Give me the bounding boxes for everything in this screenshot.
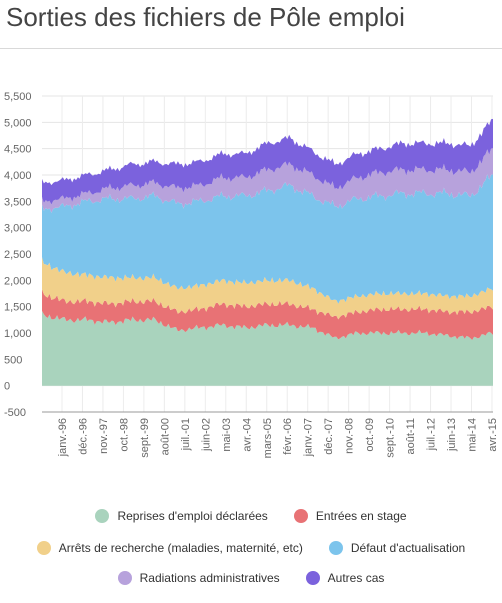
y-tick-label: 2,500 — [4, 249, 32, 261]
x-tick-label: juil.-01 — [180, 418, 192, 451]
y-tick-label: 4,500 — [4, 144, 32, 156]
legend-label: Autres cas — [327, 571, 385, 585]
legend-label: Radiations administratives — [139, 571, 280, 585]
x-tick-label: nov.-97 — [98, 418, 110, 454]
x-tick-label: févr.-06 — [282, 418, 294, 455]
legend-swatch — [328, 541, 343, 555]
legend-label: Arrêts de recherche (maladies, maternité… — [58, 541, 303, 555]
area-radiations — [42, 148, 493, 213]
area-entrees — [42, 289, 493, 340]
legend-label: Entrées en stage — [315, 509, 407, 523]
legend-row-3: Radiations administratives Autres cas — [0, 571, 502, 585]
area-arrets — [42, 257, 493, 320]
x-tick-label: mai-14 — [467, 418, 479, 452]
legend-swatch — [36, 541, 51, 555]
legend-item-reprises[interactable]: Reprises d'emploi déclarées — [95, 509, 268, 523]
y-tick-label: 5,500 — [4, 91, 32, 103]
y-tick-label: 5,000 — [4, 117, 32, 129]
chart-area: 5,500 5,000 4,500 4,000 3,500 3,000 2,500 2,000… — [4, 91, 499, 458]
y-tick-label: -500 — [4, 407, 26, 419]
legend-item-entrees[interactable]: Entrées en stage — [293, 509, 407, 523]
x-tick-label: janv.-96 — [57, 418, 69, 457]
y-tick-label: 4,000 — [4, 170, 32, 182]
area-autres — [42, 118, 493, 205]
x-tick-label: août-11 — [405, 418, 417, 455]
x-tick-label: mai-03 — [221, 418, 233, 452]
legend-row-1: Reprises d'emploi déclarées Entrées en s… — [0, 509, 502, 523]
x-tick-label: juil.-12 — [426, 418, 438, 451]
x-tick-label: avr.-04 — [241, 418, 253, 452]
x-tick-label: janv.-07 — [303, 418, 315, 457]
legend-item-radiations[interactable]: Radiations administratives — [117, 571, 280, 585]
x-tick-label: sept.-99 — [139, 418, 151, 458]
chart-title: Sorties des fichiers de Pôle emploi — [6, 2, 405, 32]
legend-label: Défaut d'actualisation — [350, 541, 466, 555]
area-reprises — [42, 310, 493, 386]
legend-swatch — [117, 571, 132, 585]
y-tick-label: 500 — [4, 354, 22, 366]
legend-swatch — [305, 571, 320, 585]
y-tick-label: 3,000 — [4, 223, 32, 235]
x-tick-label: mars-05 — [262, 418, 274, 458]
legend-row-2: Arrêts de recherche (maladies, maternité… — [0, 541, 502, 555]
title-divider — [0, 48, 502, 49]
x-tick-label: nov.-08 — [344, 418, 356, 454]
legend-label: Reprises d'emploi déclarées — [117, 509, 268, 523]
legend-swatch — [293, 509, 308, 523]
y-tick-label: 3,500 — [4, 196, 32, 208]
x-tick-label: avr.-15 — [487, 418, 499, 452]
y-tick-label: 1,500 — [4, 302, 32, 314]
legend-item-defaut[interactable]: Défaut d'actualisation — [328, 541, 466, 555]
y-tick-label: 0 — [4, 381, 10, 393]
x-tick-label: oct.-09 — [364, 418, 376, 452]
y-tick-label: 2,000 — [4, 275, 32, 287]
x-tick-label: déc.-07 — [323, 418, 335, 455]
x-tick-label: oct.-98 — [118, 418, 130, 452]
area-defaut — [42, 174, 493, 304]
x-tick-label: sept.-10 — [385, 418, 397, 458]
x-tick-label: juin-13 — [446, 418, 458, 452]
x-tick-label: déc.-96 — [78, 418, 90, 455]
legend-item-arrets[interactable]: Arrêts de recherche (maladies, maternité… — [36, 541, 303, 555]
legend-item-autres[interactable]: Autres cas — [305, 571, 385, 585]
legend-swatch — [95, 509, 110, 523]
x-tick-label: août-00 — [159, 418, 171, 455]
x-tick-label: juin-02 — [200, 418, 212, 452]
y-tick-label: 1,000 — [4, 328, 32, 340]
